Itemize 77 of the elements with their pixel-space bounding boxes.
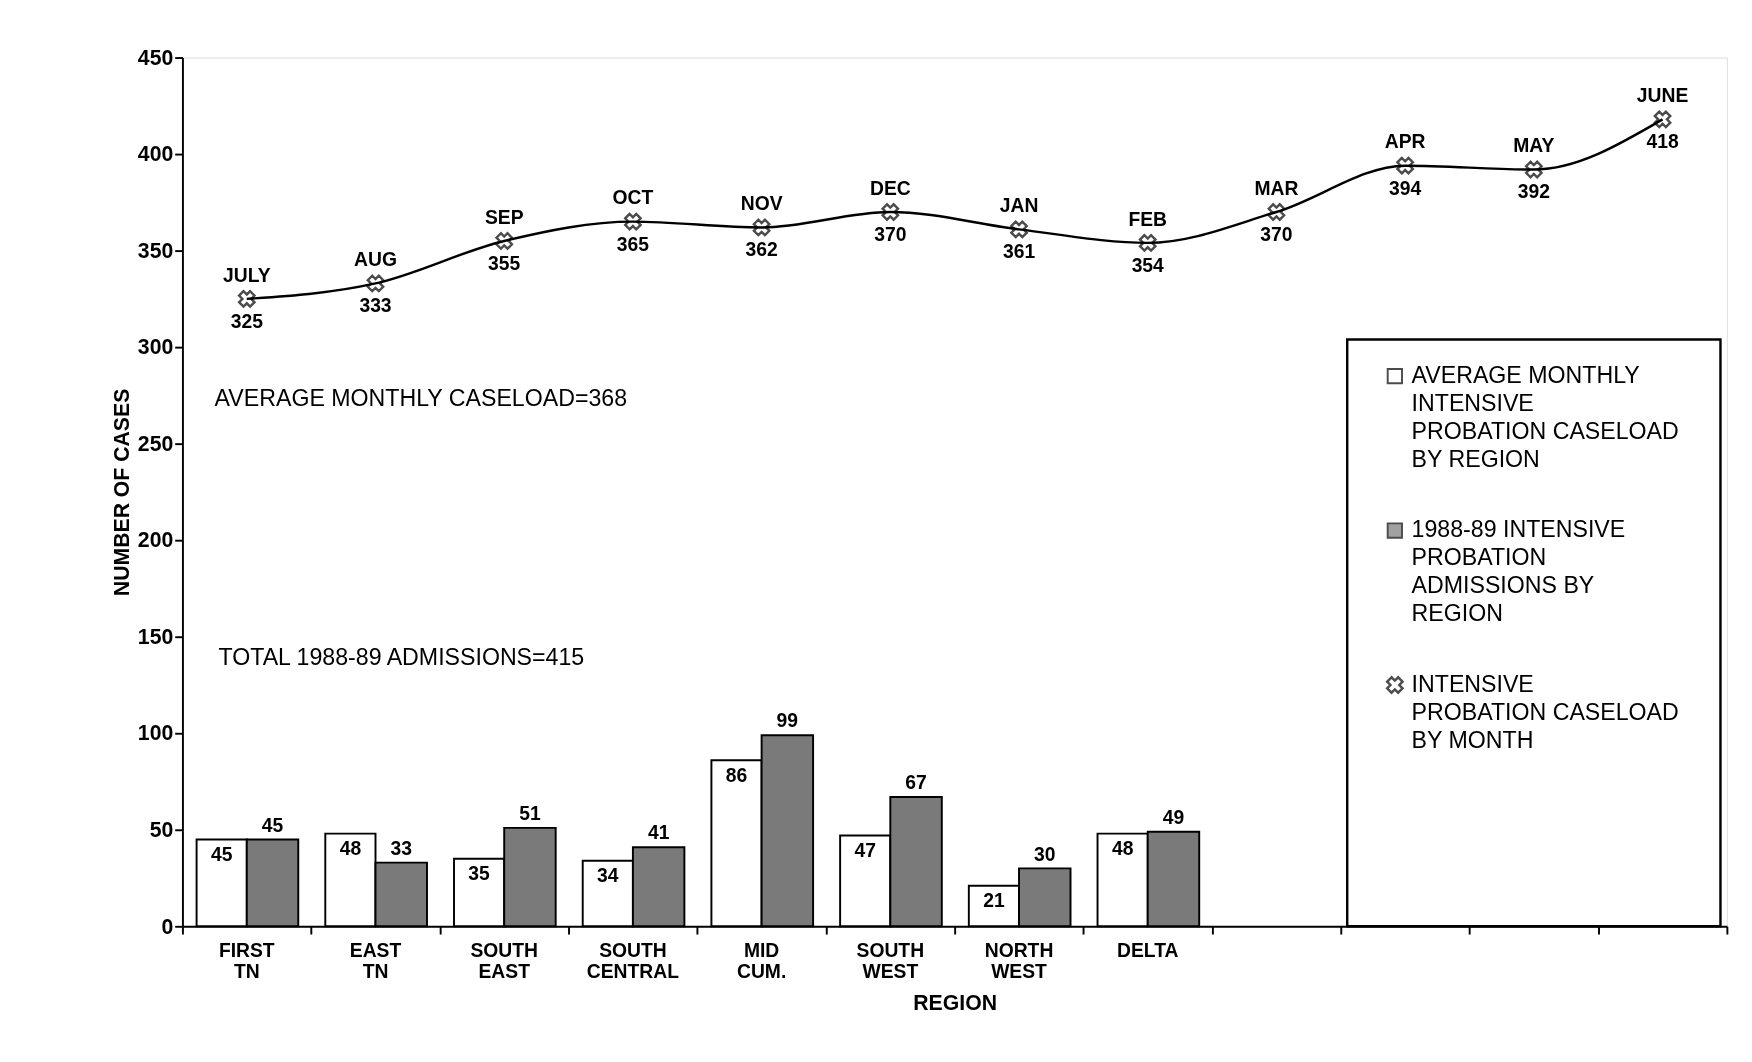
legend-label: 1988-89 INTENSIVE PROBATION ADMISSIONS BY REGION: [1411, 516, 1626, 627]
point: [623, 212, 642, 231]
x-tick-label: SOUTH EAST: [470, 940, 538, 983]
data-label: 355: [488, 252, 521, 274]
data-label: 370: [874, 223, 907, 245]
y-tick-label: 250: [137, 431, 174, 455]
data-label: 35: [468, 862, 491, 884]
y-tick-label: 100: [137, 721, 174, 745]
point: [1267, 203, 1286, 221]
data-label: 48: [339, 837, 362, 859]
y-tick-label: 400: [137, 142, 174, 166]
data-label: 30: [1034, 843, 1056, 865]
x-tick-label: EAST TN: [349, 940, 402, 983]
y-axis-title: NUMBER OF CASES: [110, 388, 134, 597]
annotation: JAN: [999, 195, 1039, 216]
y-tick-label: 150: [137, 624, 174, 648]
x-tick-label: SOUTH WEST: [856, 940, 925, 983]
point: [495, 232, 514, 250]
annotation: MAY: [1513, 135, 1555, 157]
data-label: 370: [1260, 223, 1293, 245]
data-label: 45: [210, 843, 233, 865]
y-tick-label: 350: [137, 238, 174, 262]
data-label: 325: [230, 310, 264, 332]
x-tick-label: MID CUM.: [736, 940, 787, 983]
point: [1653, 110, 1672, 129]
point: [1396, 156, 1415, 175]
data-label: 354: [1131, 254, 1165, 276]
annotation: SEP: [484, 206, 524, 228]
annotation: DEC: [869, 177, 911, 199]
data-label: 33: [390, 837, 413, 859]
data-label: 333: [359, 295, 392, 317]
point: [237, 289, 256, 308]
data-label: 67: [905, 772, 927, 794]
x-tick-label: FIRST TN: [218, 940, 275, 983]
data-label: 49: [1162, 807, 1185, 828]
data-label: 99: [776, 710, 799, 732]
x-tick-label: SOUTH CENTRAL: [586, 940, 680, 983]
point: [752, 218, 771, 237]
data-label: 365: [616, 233, 650, 255]
y-tick-label: 450: [137, 45, 174, 69]
data-label: 41: [647, 822, 670, 844]
data-label: 51: [519, 803, 541, 825]
data-label: 392: [1517, 181, 1550, 203]
annotation: MAR: [1254, 177, 1299, 199]
data-label: 34: [597, 864, 619, 886]
data-label: 86: [725, 764, 748, 786]
y-tick-label: 300: [137, 335, 174, 359]
data-label: 21: [983, 890, 1005, 912]
annotation: NOV: [740, 193, 783, 215]
legend-label: INTENSIVE PROBATION CASELOAD BY MONTH: [1411, 670, 1679, 753]
point: [366, 274, 385, 293]
y-tick-label: 0: [161, 914, 174, 938]
data-label: 362: [745, 239, 778, 261]
data-label: 361: [1002, 241, 1036, 263]
y-tick-label: 200: [137, 528, 174, 552]
annotation: APR: [1384, 131, 1426, 153]
data-label: 47: [854, 839, 876, 861]
annotation: AVERAGE MONTHLY CASELOAD=368: [214, 385, 628, 412]
annotation: FEB: [1128, 208, 1168, 230]
data-label: 45: [261, 814, 284, 836]
y-tick-label: 50: [149, 818, 174, 842]
annotation: JULY: [223, 264, 271, 286]
x-tick-label: NORTH WEST: [984, 940, 1054, 983]
annotation: JUNE: [1636, 84, 1689, 106]
annotation: OCT: [612, 187, 654, 209]
x-axis-title: REGION: [913, 990, 998, 1014]
annotation: AUG: [354, 249, 397, 271]
point: [881, 203, 900, 221]
x-tick-label: DELTA: [1117, 940, 1179, 962]
data-label: 418: [1646, 131, 1679, 153]
point: [1524, 160, 1543, 179]
data-label: 48: [1111, 837, 1134, 859]
annotation: TOTAL 1988-89 ADMISSIONS=415: [218, 643, 585, 670]
legend-label: AVERAGE MONTHLY INTENSIVE PROBATION CASELOAD BY REGION: [1411, 361, 1679, 472]
point: [1010, 220, 1028, 239]
point: [1138, 233, 1157, 252]
data-label: 394: [1389, 177, 1422, 199]
